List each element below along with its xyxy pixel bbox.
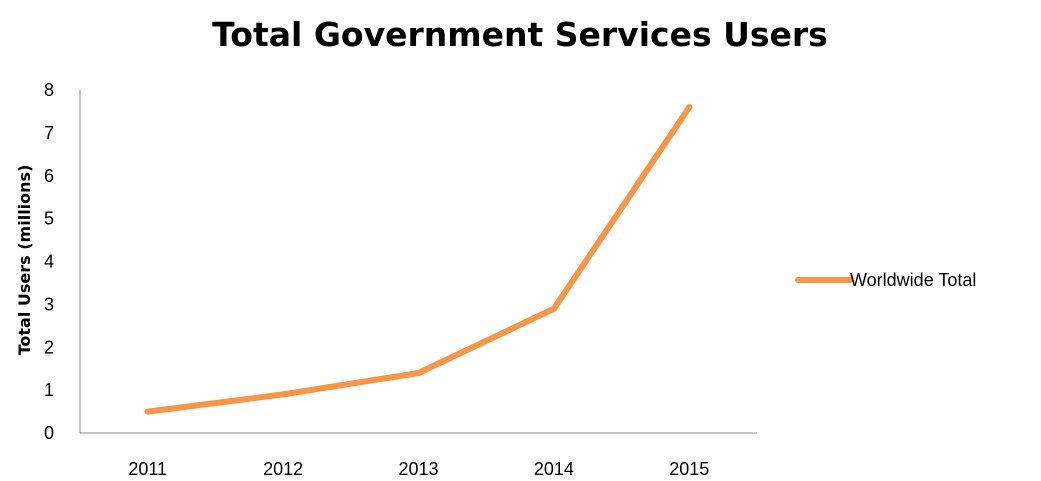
y-tick-label: 1 xyxy=(44,380,54,400)
y-axis-ticks: 0 1 2 3 4 5 6 7 8 xyxy=(44,80,54,443)
y-tick-label: 8 xyxy=(44,80,54,100)
x-tick-label: 2011 xyxy=(128,459,167,479)
x-tick-label: 2015 xyxy=(669,459,709,479)
data-point xyxy=(415,369,422,376)
data-point xyxy=(550,305,557,312)
legend-label: Worldwide Total xyxy=(850,270,976,290)
data-point xyxy=(686,104,693,111)
y-tick-label: 0 xyxy=(44,423,54,443)
series-line-worldwide-total xyxy=(144,104,693,415)
y-tick-label: 4 xyxy=(44,252,54,272)
y-tick-label: 2 xyxy=(44,337,54,357)
y-tick-label: 5 xyxy=(44,209,54,229)
y-axis-title: Total Users (millions) xyxy=(15,165,34,356)
y-tick-label: 6 xyxy=(44,166,54,186)
chart-title: Total Government Services Users xyxy=(212,15,828,54)
x-tick-label: 2012 xyxy=(263,459,303,479)
data-point xyxy=(144,408,151,415)
x-tick-label: 2014 xyxy=(534,459,574,479)
x-axis-ticks: 2011 2012 2013 2014 2015 xyxy=(128,459,709,479)
data-point xyxy=(280,391,287,398)
y-tick-label: 3 xyxy=(44,294,54,314)
series-layer xyxy=(144,104,693,415)
x-tick-label: 2013 xyxy=(398,459,438,479)
y-tick-label: 7 xyxy=(44,123,54,143)
legend: Worldwide Total xyxy=(795,270,976,290)
